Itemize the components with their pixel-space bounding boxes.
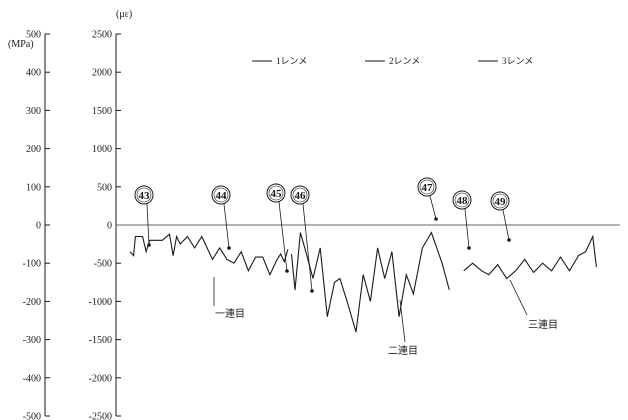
left-axis-tick-label: -300 — [23, 335, 41, 346]
callouts: 43 44 45 46 47 48 49 — [134, 177, 511, 293]
callout-label: 45 — [271, 188, 283, 200]
right-axis-tick-label: 2000 — [92, 68, 112, 79]
series-line-2 — [290, 231, 450, 333]
right-axis-tick-label: -2000 — [89, 373, 112, 384]
callout-label: 48 — [457, 195, 469, 207]
callout-inner-ring — [268, 185, 284, 201]
callout-circle — [290, 185, 310, 205]
callout-inner-ring — [292, 187, 308, 203]
annotation-leader — [509, 279, 528, 316]
right-axis-tick-label: 2500 — [92, 30, 112, 41]
callout-leader — [429, 195, 437, 220]
callout-circle — [266, 183, 286, 203]
callout-point — [310, 289, 314, 293]
callout-leader — [278, 201, 288, 272]
callout-circle — [211, 185, 231, 205]
right-axis-tick-label: 0 — [107, 221, 112, 232]
callout-label: 43 — [139, 190, 151, 202]
callout-circle — [452, 190, 472, 210]
left-axis-tick-label: 500 — [26, 30, 41, 41]
left-axis-tick-label: 0 — [36, 221, 41, 232]
callout-circle — [417, 177, 437, 197]
legend-label-1: 1レンメ — [276, 56, 307, 66]
right-axis-tick-label: -2500 — [89, 412, 112, 420]
legend-label-3: 3レンメ — [502, 56, 533, 66]
callout-label: 44 — [216, 190, 228, 202]
left-axis-tick-label: -400 — [23, 373, 41, 384]
callout-leader — [146, 203, 150, 246]
callout-leader — [223, 203, 230, 249]
callout-point — [434, 217, 438, 221]
right-axis-unit: (με) — [116, 9, 132, 20]
right-axis-tick-label: -1500 — [89, 335, 112, 346]
callout-inner-ring — [454, 192, 470, 208]
callout-leader — [464, 208, 470, 249]
callout-point — [285, 269, 289, 273]
callout-leader — [302, 203, 313, 292]
callout-circle — [490, 191, 510, 211]
left-axis-unit: (MPa) — [8, 39, 34, 50]
callout-inner-ring — [213, 187, 229, 203]
series-line-1 — [129, 233, 289, 277]
callout-circle — [134, 185, 154, 205]
left-axis-tick-label: 400 — [26, 68, 41, 79]
left-axis-tick-label: -500 — [23, 412, 41, 420]
callout-point — [147, 243, 151, 247]
callout-point — [467, 246, 471, 250]
left-axis-tick-label: -200 — [23, 297, 41, 308]
callout-inner-ring — [136, 187, 152, 203]
left-axis: 500 400 300 200 100 0 -100 -200 -300 -400 -500 — [23, 30, 50, 420]
right-axis-tick-label: -1000 — [89, 297, 112, 308]
legend: 1レンメ 2レンメ 3レンメ — [252, 56, 533, 66]
left-axis-tick-label: 100 — [26, 182, 41, 193]
group-annotation-2: 二連目 — [388, 344, 418, 357]
callout-point — [507, 238, 511, 242]
callout-leader — [502, 209, 510, 241]
right-axis-tick-label: -500 — [94, 259, 112, 270]
group-annotation-1: 一連目 — [215, 307, 245, 320]
callout-point — [227, 246, 231, 250]
series-lines — [129, 231, 597, 333]
callout-inner-ring — [419, 179, 435, 195]
callout-label: 49 — [495, 196, 507, 208]
left-axis-tick-label: -100 — [23, 259, 41, 270]
right-axis-tick-label: 1500 — [92, 106, 112, 117]
callout-inner-ring — [492, 193, 508, 209]
callout-label: 47 — [422, 182, 434, 194]
right-axis-tick-label: 500 — [97, 182, 112, 193]
annotation-leader — [399, 299, 406, 343]
right-axis-tick-label: 1000 — [92, 144, 112, 155]
left-axis-tick-label: 200 — [26, 144, 41, 155]
callout-label: 46 — [295, 190, 307, 202]
legend-label-2: 2レンメ — [389, 56, 420, 66]
left-axis-tick-label: 300 — [26, 106, 41, 117]
group-annotation-3: 三連目 — [528, 318, 558, 331]
series-line-3 — [463, 234, 597, 280]
